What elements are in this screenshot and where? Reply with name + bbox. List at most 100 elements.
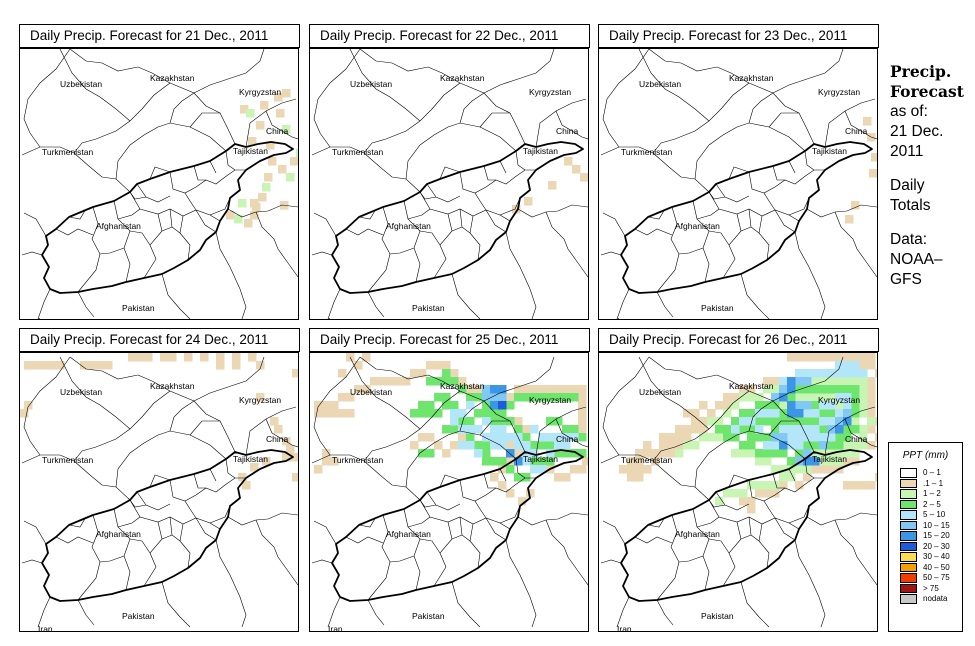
precip-cell — [458, 377, 467, 386]
precip-cell — [747, 441, 756, 450]
province-border — [161, 534, 173, 540]
precip-cell — [266, 141, 275, 150]
province-border — [99, 555, 125, 563]
precip-cell — [40, 361, 49, 370]
country-border — [327, 596, 341, 628]
country-border — [21, 146, 131, 193]
precip-cell — [819, 377, 828, 386]
precip-cell — [827, 433, 836, 442]
precip-cell — [851, 425, 860, 434]
precip-cell — [490, 393, 499, 402]
precip-cell — [278, 165, 287, 174]
precip-cell — [843, 377, 852, 386]
province-border — [129, 230, 151, 246]
precip-cell — [731, 425, 740, 434]
precip-cell — [578, 385, 587, 394]
precip-cell — [739, 417, 748, 426]
country-label-uzbekistan: Uzbekistan — [350, 387, 392, 397]
precip-cell — [819, 385, 828, 394]
precip-cell — [875, 369, 877, 378]
data-source-1: NOAA– — [890, 251, 943, 268]
precip-cell — [763, 401, 772, 410]
precip-cell — [256, 393, 265, 402]
province-border — [358, 208, 377, 220]
province-border — [696, 516, 720, 528]
precip-cell — [739, 441, 748, 450]
precip-cell — [442, 393, 451, 402]
country-border — [427, 66, 526, 145]
province-border — [459, 516, 471, 542]
precip-cell — [699, 425, 708, 434]
country-label-uzbekistan: Uzbekistan — [60, 387, 102, 397]
precip-cell — [835, 377, 844, 386]
country-label-china: China — [556, 126, 578, 136]
country-border — [600, 559, 622, 564]
precip-cell — [675, 425, 684, 434]
province-border — [419, 230, 441, 246]
province-border — [692, 200, 710, 283]
country-border — [37, 596, 51, 628]
precip-cell — [506, 465, 515, 474]
legend-title: PPT (mm) — [902, 450, 949, 461]
precip-cell — [250, 463, 259, 472]
precip-cell — [322, 401, 331, 410]
precip-cell — [538, 393, 547, 402]
precip-cell — [522, 473, 531, 482]
precip-cell — [795, 425, 804, 434]
data-source-2: GFS — [890, 271, 922, 288]
precip-cell — [160, 353, 169, 362]
precip-cell — [538, 385, 547, 394]
province-border — [634, 536, 673, 544]
country-border — [359, 49, 429, 72]
country-border — [77, 291, 95, 318]
precip-cell — [771, 401, 780, 410]
precip-cell — [578, 425, 587, 434]
precip-cell — [290, 453, 298, 462]
precip-cell — [466, 393, 475, 402]
country-border — [656, 291, 674, 318]
country-border — [59, 356, 131, 430]
legend-label: 5 – 10 — [923, 510, 946, 519]
country-label-china: China — [266, 126, 288, 136]
precip-cell — [322, 449, 331, 458]
precip-cell — [282, 453, 291, 462]
province-border — [788, 505, 810, 524]
precip-cell — [450, 441, 459, 450]
country-border — [648, 356, 718, 380]
precip-cell — [851, 441, 860, 450]
legend-row: 1 – 2 — [889, 489, 962, 500]
precip-cell — [715, 417, 724, 426]
precip-cell — [843, 353, 852, 362]
country-border — [69, 49, 139, 72]
precip-cell — [466, 425, 475, 434]
precip-cell — [763, 417, 772, 426]
precip-cell — [570, 425, 579, 434]
precip-cell — [498, 457, 507, 466]
legend-row: 20 – 30 — [889, 541, 962, 553]
precip-cell — [683, 441, 692, 450]
precip-cell — [707, 417, 716, 426]
precip-cell — [238, 473, 247, 482]
precip-cell — [56, 361, 65, 370]
precip-cell — [787, 465, 796, 474]
precip-cell — [835, 449, 844, 458]
country-border — [115, 430, 227, 488]
precip-cell — [699, 401, 708, 410]
precip-cell — [378, 377, 387, 386]
precip-cell — [827, 369, 836, 378]
precip-cell — [522, 425, 531, 434]
precip-cell — [426, 449, 435, 458]
precip-cell — [522, 393, 531, 402]
country-border — [313, 212, 337, 237]
precip-map: Kazakhstan Uzbekistan Kyrgyzstan China Tajik… — [598, 352, 878, 632]
daily-label: Daily — [890, 177, 925, 194]
province-border — [129, 191, 147, 200]
precip-map: Kazakhstan Uzbekistan Kyrgyzstan China Tajik… — [309, 352, 589, 632]
country-border — [405, 122, 517, 180]
precip-cell — [723, 425, 732, 434]
precip-cell — [859, 377, 868, 386]
panel-title: Daily Precip. Forecast for 21 Dec., 2011 — [19, 24, 300, 48]
precip-cell — [795, 449, 804, 458]
province-border — [740, 226, 752, 232]
country-border — [215, 231, 247, 319]
